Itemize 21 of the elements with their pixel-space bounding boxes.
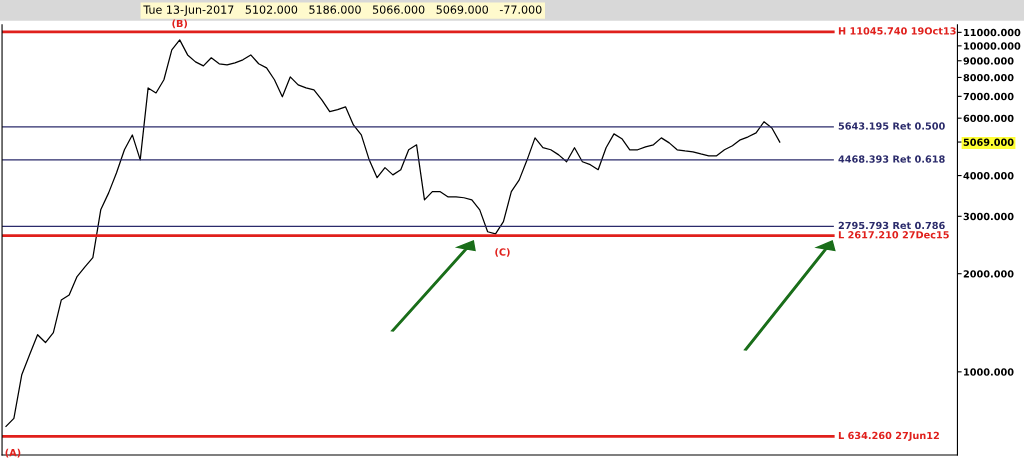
ref-line-label: 4468.393 Ret 0.618 <box>838 155 945 163</box>
ref-line-label: 2795.793 Ret 0.786 <box>838 221 945 230</box>
chart-title: Tue 13-Jun-2017 5102.000 5186.000 5066.000 5069.000 -77.000 <box>143 5 542 16</box>
y-tick-label: 4000.000 <box>963 172 1014 180</box>
y-tick-label: 6000.000 <box>963 114 1014 122</box>
y-tick-label: 1000.000 <box>964 368 1014 376</box>
y-tick-label: 11000.000 <box>964 28 1021 37</box>
y-tick-label: 7000.000 <box>963 92 1014 101</box>
annotation: (C) <box>495 248 510 257</box>
ref-line-label: L 634.260 27Jun12 <box>838 431 939 441</box>
y-tick-label: 10000.000 <box>964 42 1021 50</box>
y-tick-label: 2000.000 <box>963 270 1014 278</box>
y-tick-label: 3000.000 <box>963 212 1014 221</box>
annotation: (B) <box>172 19 188 29</box>
y-tick-label: 9000.000 <box>963 57 1014 65</box>
y-tick-label: 8000.000 <box>963 73 1014 82</box>
ref-line-label: 5643.195 Ret 0.500 <box>838 122 945 130</box>
line-series <box>5 39 781 428</box>
ref-line-label: H 11045.740 19Oct13 <box>838 27 956 35</box>
y-tick-label: 5069.000 <box>963 138 1014 146</box>
ref-line-label: L 2617.210 27Dec15 <box>838 231 949 239</box>
